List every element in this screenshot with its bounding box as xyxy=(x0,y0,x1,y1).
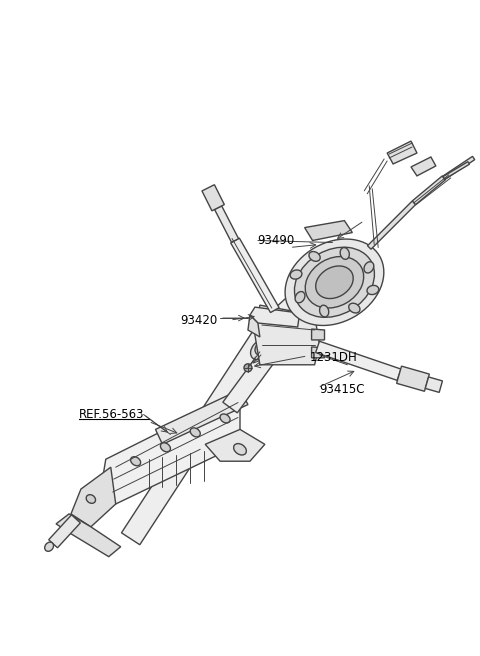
Ellipse shape xyxy=(220,414,230,423)
Ellipse shape xyxy=(244,364,252,372)
Ellipse shape xyxy=(45,542,54,551)
Polygon shape xyxy=(231,238,279,312)
Polygon shape xyxy=(411,157,436,176)
Ellipse shape xyxy=(131,457,141,466)
Polygon shape xyxy=(425,377,443,392)
Ellipse shape xyxy=(340,247,349,259)
Polygon shape xyxy=(71,467,116,527)
Polygon shape xyxy=(202,185,224,211)
Ellipse shape xyxy=(190,428,200,437)
Ellipse shape xyxy=(160,443,170,452)
Ellipse shape xyxy=(294,247,374,318)
Ellipse shape xyxy=(364,262,374,273)
Polygon shape xyxy=(248,315,260,337)
Ellipse shape xyxy=(320,305,329,317)
Polygon shape xyxy=(443,161,469,179)
Polygon shape xyxy=(223,335,287,413)
Ellipse shape xyxy=(309,251,320,261)
Ellipse shape xyxy=(316,266,353,298)
Text: 93490: 93490 xyxy=(257,234,294,247)
Polygon shape xyxy=(312,311,324,322)
Polygon shape xyxy=(396,366,430,391)
Ellipse shape xyxy=(255,340,269,355)
Text: REF.56-563: REF.56-563 xyxy=(79,408,144,421)
Polygon shape xyxy=(368,201,416,249)
Polygon shape xyxy=(312,329,324,340)
Ellipse shape xyxy=(290,270,302,279)
Ellipse shape xyxy=(285,239,384,325)
Polygon shape xyxy=(121,319,279,544)
Polygon shape xyxy=(387,141,417,164)
Polygon shape xyxy=(412,176,445,205)
Polygon shape xyxy=(205,430,265,461)
Ellipse shape xyxy=(305,256,364,308)
Polygon shape xyxy=(312,347,324,358)
Ellipse shape xyxy=(295,291,305,303)
Polygon shape xyxy=(316,341,401,380)
Polygon shape xyxy=(305,220,352,241)
Ellipse shape xyxy=(348,303,360,313)
Ellipse shape xyxy=(86,495,96,503)
Ellipse shape xyxy=(234,443,246,455)
Text: 93420: 93420 xyxy=(180,314,217,327)
Polygon shape xyxy=(264,264,336,332)
Ellipse shape xyxy=(367,285,379,295)
Polygon shape xyxy=(156,390,248,444)
Polygon shape xyxy=(101,395,240,504)
Polygon shape xyxy=(250,307,300,327)
Polygon shape xyxy=(56,514,120,557)
Polygon shape xyxy=(255,305,320,365)
Polygon shape xyxy=(443,156,475,180)
Polygon shape xyxy=(215,206,239,242)
Polygon shape xyxy=(48,515,80,548)
Ellipse shape xyxy=(251,340,269,359)
Text: 93415C: 93415C xyxy=(320,383,365,396)
Text: 1231DH: 1231DH xyxy=(310,352,357,364)
